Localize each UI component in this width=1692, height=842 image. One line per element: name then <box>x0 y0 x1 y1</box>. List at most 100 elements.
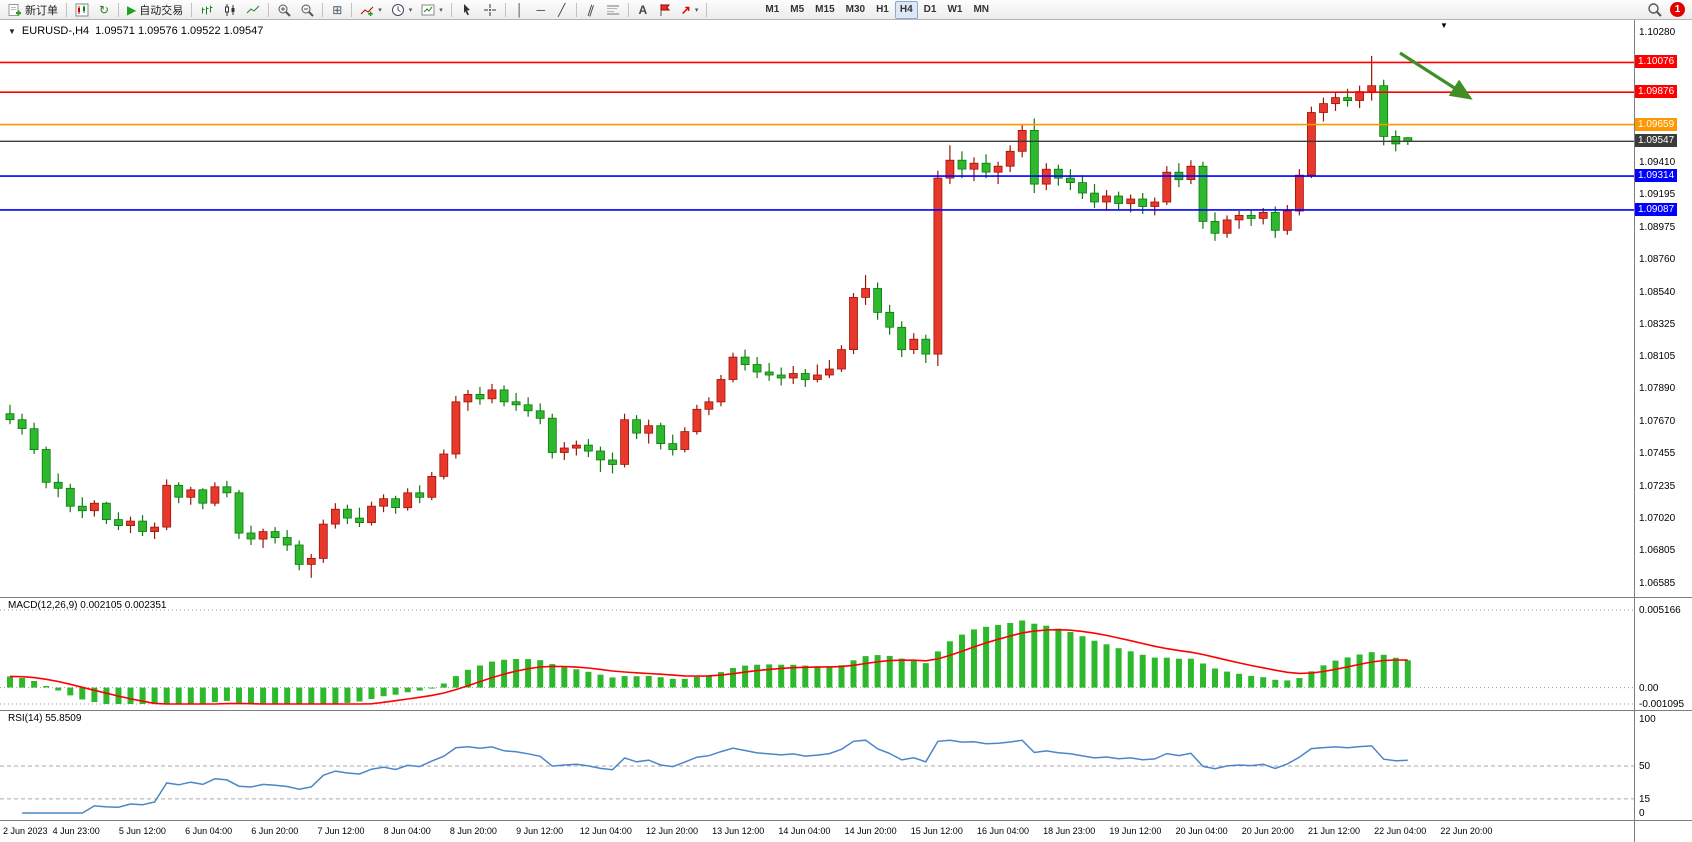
time-axis-label: 16 Jun 04:00 <box>976 826 1030 836</box>
macd-panel: MACD(12,26,9) 0.002105 0.002351 0.005166… <box>0 597 1692 710</box>
rsi-axis-label: 0 <box>1639 808 1645 819</box>
timeframe-button-m1[interactable]: M1 <box>760 1 784 19</box>
candlestick-type-button[interactable] <box>219 1 241 19</box>
channel-icon: ∥ <box>585 1 596 18</box>
label-flag-icon <box>660 3 670 16</box>
time-axis-label: 9 Jun 12:00 <box>516 826 564 836</box>
tile-windows-icon: ⊞ <box>332 2 343 17</box>
timeframe-button-m5[interactable]: M5 <box>785 1 809 19</box>
price-axis-label: 1.08105 <box>1639 351 1676 363</box>
chart-shift-marker-icon[interactable]: ▼ <box>1440 21 1448 30</box>
time-axis-label: 6 Jun 20:00 <box>251 826 299 836</box>
separator <box>706 2 708 17</box>
play-icon: ▶ <box>127 2 137 17</box>
time-axis-label: 15 Jun 12:00 <box>910 826 963 836</box>
price-line-badge[interactable]: 1.10076 <box>1635 55 1678 69</box>
zoom-in-button[interactable] <box>273 1 295 19</box>
horizontal-line-icon: ─ <box>536 2 546 17</box>
separator <box>351 2 353 17</box>
price-axis-label: 1.09410 <box>1639 156 1676 168</box>
templates-button[interactable]: ▾ <box>417 1 447 19</box>
timeframe-button-m15[interactable]: M15 <box>810 1 839 19</box>
periods-button[interactable]: ▾ <box>387 1 417 19</box>
channel-button[interactable]: ∥ <box>581 1 601 19</box>
time-axis[interactable]: 2 Jun 2023 4 Jun 23:00 5 Jun 12:00 6 Jun 04… <box>0 820 1692 842</box>
price-axis-label: 1.07235 <box>1639 481 1676 493</box>
timeframe-button-h4[interactable]: H4 <box>894 0 918 19</box>
macd-axis: 0.005166 0.00 -0.001095 <box>1634 598 1692 710</box>
fibonacci-button[interactable] <box>602 1 624 19</box>
price-axis-label: 1.07890 <box>1639 383 1676 395</box>
separator <box>118 2 119 17</box>
line-chart-type-button[interactable] <box>242 1 264 19</box>
current-price-badge: 1.09547 <box>1635 134 1678 148</box>
timeframe-button-m30[interactable]: M30 <box>841 1 870 19</box>
crosshair-button[interactable] <box>479 1 501 19</box>
clock-icon <box>391 3 404 16</box>
price-axis-label: 1.06805 <box>1639 545 1676 557</box>
macd-axis-label: -0.001095 <box>1639 699 1685 710</box>
timeframe-group: M1 M5 M15 M30 H1 H4 D1 W1 MN <box>760 0 994 19</box>
bar-chart-type-button[interactable] <box>196 1 218 19</box>
rsi-chart[interactable] <box>0 711 1634 821</box>
horizontal-line-button[interactable]: ─ <box>531 1 551 19</box>
tile-windows-button[interactable]: ⊞ <box>327 1 347 19</box>
price-axis-label: 1.07670 <box>1639 416 1676 428</box>
ohlc-toggle-icon[interactable]: ▼ <box>8 26 16 36</box>
time-axis-label: 14 Jun 04:00 <box>778 826 831 836</box>
indicators-icon <box>360 6 374 16</box>
time-axis-label: 21 Jun 12:00 <box>1307 826 1361 836</box>
auto-trading-button[interactable]: ▶ 自动交易 <box>123 1 187 19</box>
macd-chart[interactable] <box>0 598 1634 711</box>
time-axis-label: 2 Jun 2023 <box>3 826 48 836</box>
price-axis-label: 1.08540 <box>1639 286 1676 298</box>
macd-axis-label: 0.005166 <box>1639 605 1681 616</box>
timeframe-button-h1[interactable]: H1 <box>871 1 894 19</box>
crosshair-icon <box>483 3 496 16</box>
trendline-button[interactable]: ╱ <box>552 1 572 19</box>
timeframe-button-d1[interactable]: D1 <box>919 1 942 19</box>
bar-chart-type-icon <box>202 5 213 14</box>
time-axis-label: 4 Jun 23:00 <box>52 826 100 836</box>
price-axis-label: 1.09195 <box>1639 188 1676 200</box>
notification-badge[interactable]: 1 <box>1670 2 1685 17</box>
price-line-badge[interactable]: 1.09314 <box>1635 169 1678 183</box>
zoom-out-button[interactable] <box>296 1 318 19</box>
price-line-badge[interactable]: 1.09876 <box>1635 85 1678 99</box>
cursor-button[interactable] <box>456 1 478 19</box>
time-axis-label: 7 Jun 12:00 <box>317 826 365 836</box>
price-axis-label: 1.08975 <box>1639 221 1676 233</box>
new-order-button[interactable]: 新订单 <box>4 1 62 19</box>
timeframe-button-mn[interactable]: MN <box>968 1 994 19</box>
chevron-down-icon: ▾ <box>408 6 413 14</box>
candlestick-chart[interactable] <box>0 20 1634 597</box>
macd-label: MACD(12,26,9) 0.002105 0.002351 <box>8 600 167 611</box>
line-chart-type-icon <box>246 5 260 13</box>
charts-button[interactable] <box>71 1 93 19</box>
arrows-button[interactable]: ↗ ▾ <box>677 1 703 19</box>
time-axis-label: 6 Jun 04:00 <box>185 826 233 836</box>
refresh-button[interactable]: ↻ <box>94 1 114 19</box>
vertical-line-button[interactable]: │ <box>510 1 530 19</box>
timeframe-button-w1[interactable]: W1 <box>942 1 967 19</box>
time-axis-label: 8 Jun 20:00 <box>449 826 497 836</box>
label-button[interactable] <box>654 1 676 19</box>
time-axis-label: 12 Jun 04:00 <box>579 826 632 836</box>
price-axis[interactable]: 1.10280 1.09410 1.09195 1.08975 1.08760 1.085… <box>1634 20 1692 597</box>
charts-icon <box>75 3 89 16</box>
indicators-button[interactable]: ▾ <box>356 1 386 19</box>
rsi-axis: 100 50 15 0 <box>1634 711 1692 820</box>
price-axis-label: 1.07455 <box>1639 448 1676 460</box>
rsi-axis-label: 50 <box>1639 761 1651 772</box>
chevron-down-icon: ▾ <box>439 6 443 14</box>
arrows-tool-icon: ↗ <box>680 2 691 17</box>
text-button[interactable]: A <box>633 1 653 19</box>
separator <box>191 2 193 17</box>
chevron-down-icon: ▾ <box>694 6 699 14</box>
price-line-badge[interactable]: 1.09659 <box>1635 117 1678 131</box>
chevron-down-icon: ▾ <box>378 6 382 14</box>
price-line-badge[interactable]: 1.09087 <box>1635 202 1678 216</box>
search-button[interactable] <box>1643 1 1666 19</box>
chart-symbol-line: ▼ EURUSD-,H4 1.09571 1.09576 1.09522 1.0… <box>8 25 263 37</box>
price-axis-label: 1.06585 <box>1639 578 1676 589</box>
